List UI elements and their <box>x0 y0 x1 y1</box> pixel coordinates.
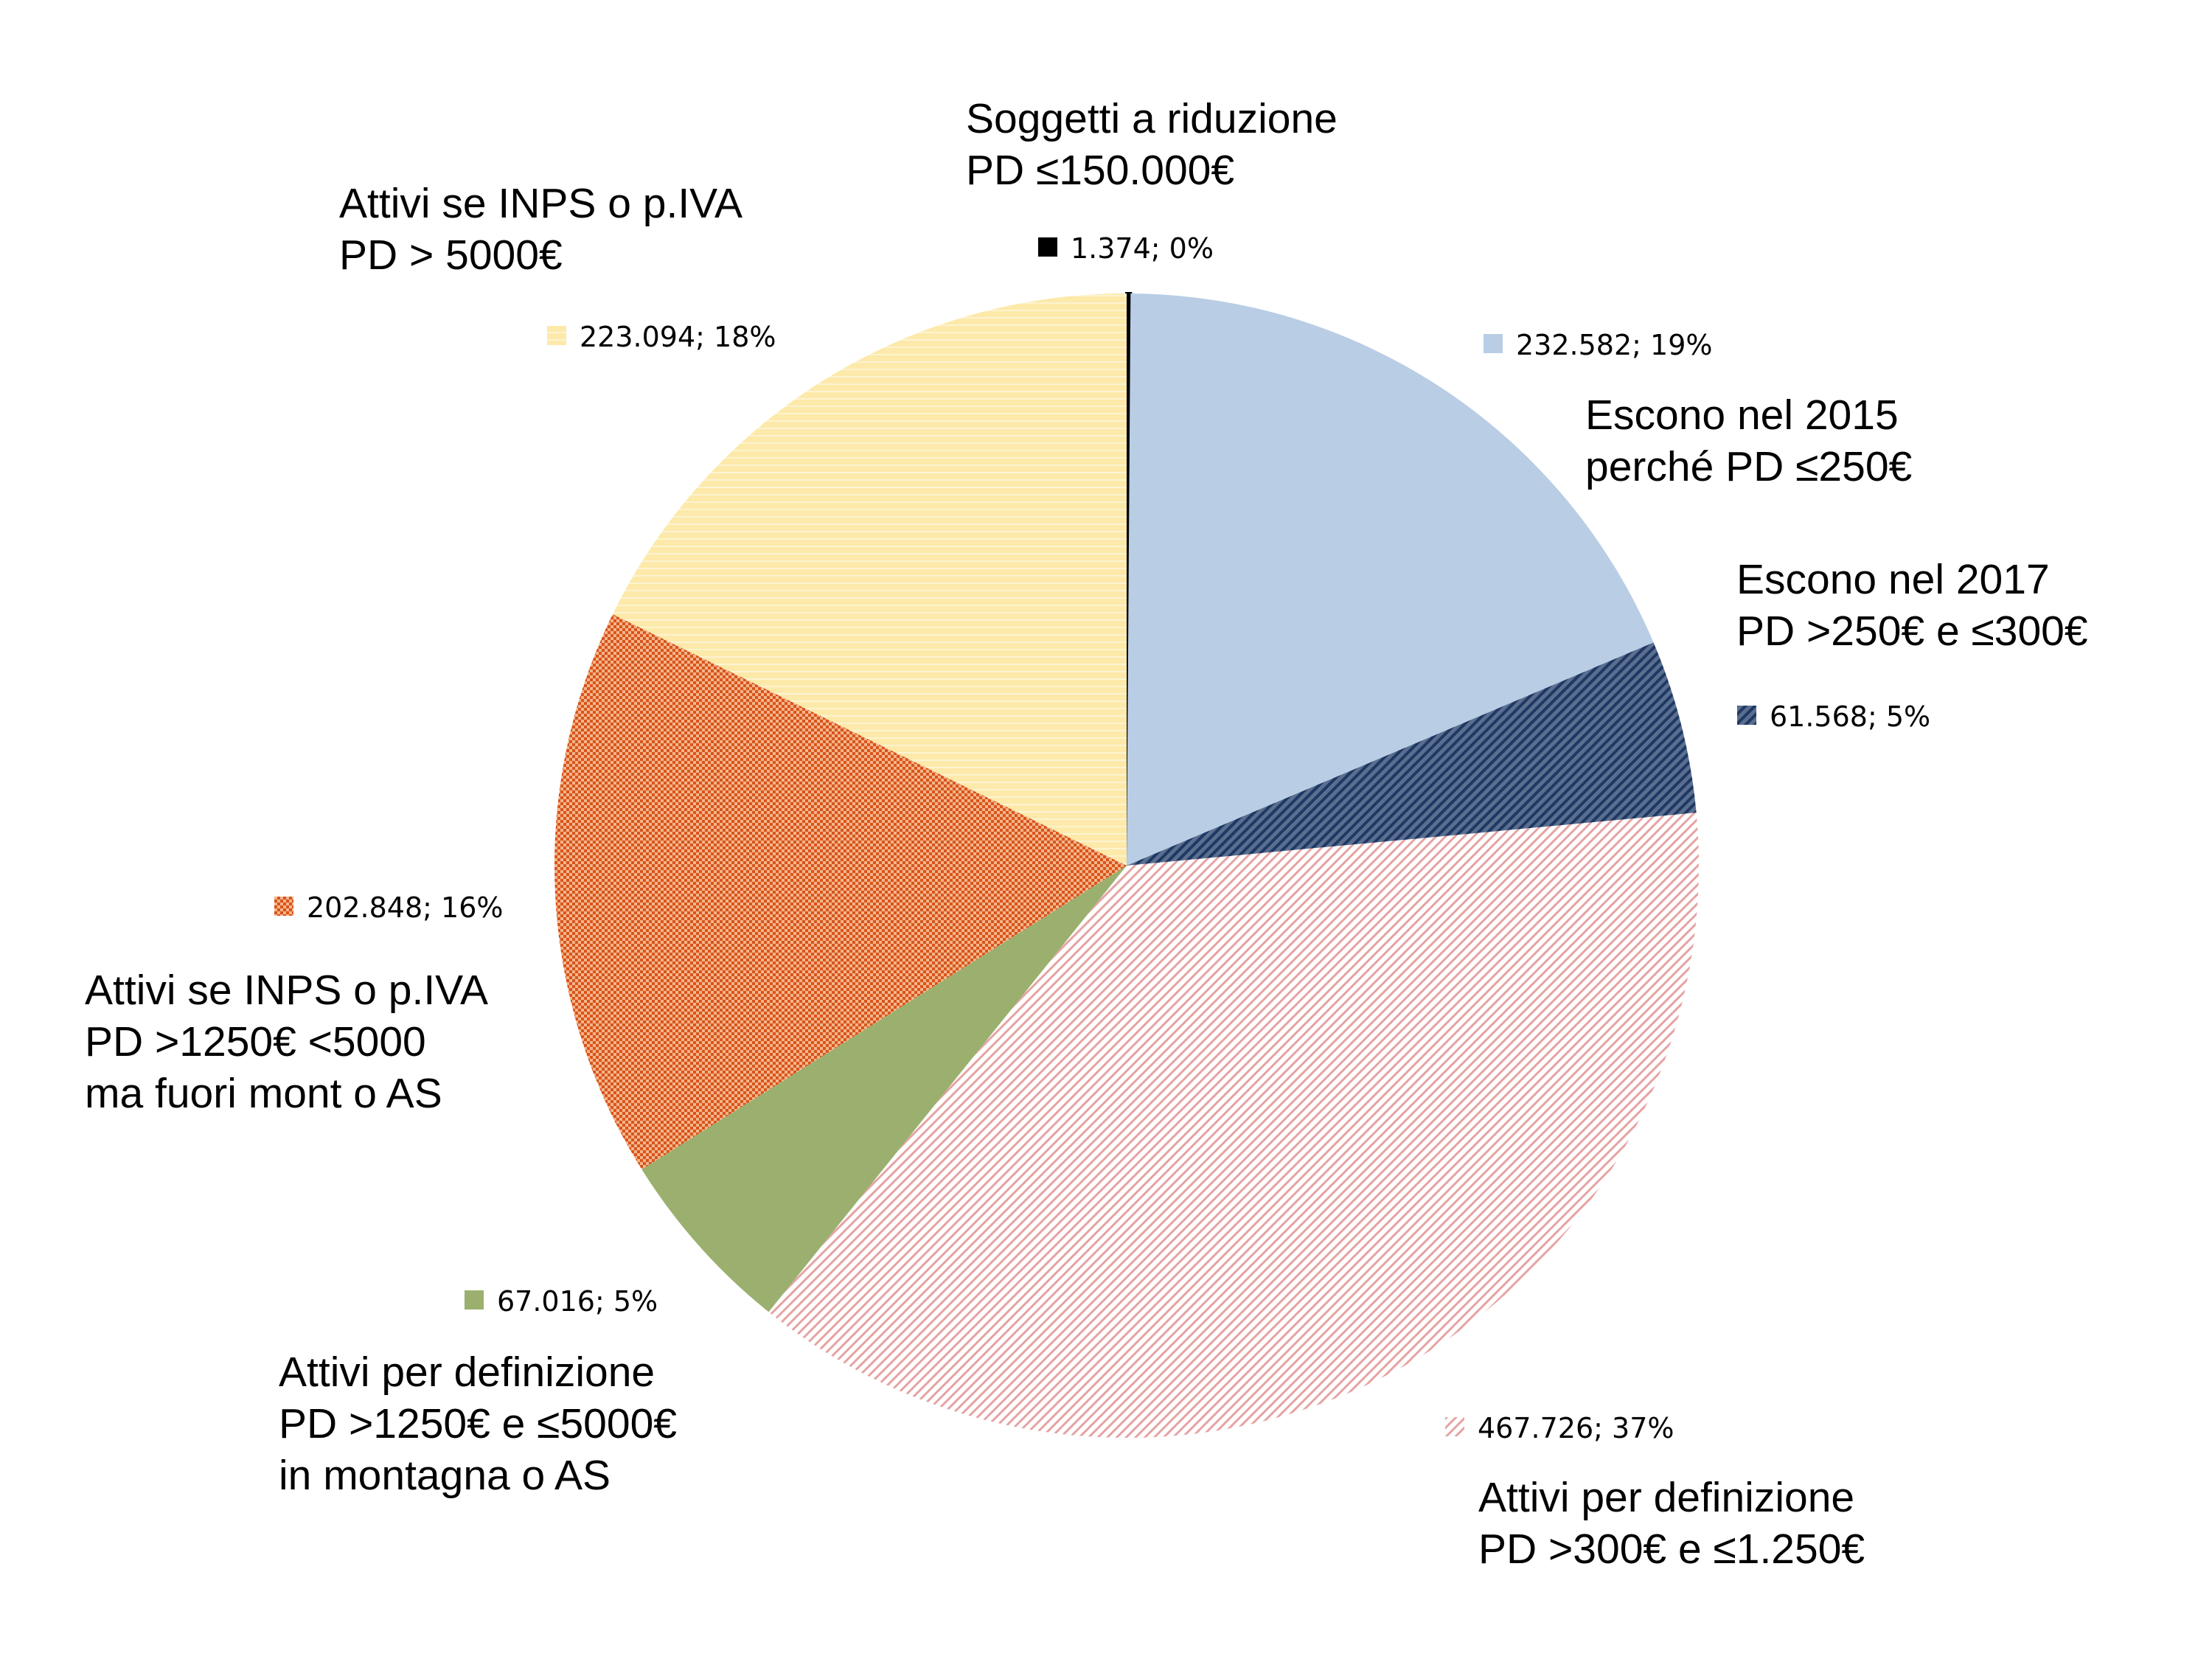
legend-key-escono-2015 <box>1484 334 1503 353</box>
slice-category-label-attivi-300-1250: Attivi per definizione PD >300€ e ≤1.250€ <box>1478 1474 1865 1573</box>
data-label-soggetti-a-riduzione: 1.374; 0% <box>1071 232 1214 265</box>
slice-category-label-attivi-oltre-5000: Attivi se INPS o p.IVA PD > 5000€ <box>339 180 742 279</box>
data-label-attivi-fuori-mont: 202.848; 16% <box>307 891 503 924</box>
slice-category-label-attivi-montagna: Attivi per definizione PD >1250€ e ≤5000€… <box>279 1349 677 1499</box>
data-label-attivi-montagna: 67.016; 5% <box>497 1285 658 1318</box>
pie-slice-attivi-montagna <box>641 866 1127 1312</box>
slice-category-label-soggetti-a-riduzione: Soggetti a riduzione PD ≤150.000€ <box>966 95 1338 194</box>
pie-slice-attivi-fuori-mont <box>554 614 1127 1169</box>
pie-slice-attivi-300-1250 <box>768 813 1699 1438</box>
data-label-attivi-oltre-5000: 223.094; 18% <box>580 321 776 353</box>
slice-category-label-escono-2017: Escono nel 2017 PD >250€ e ≤300€ <box>1736 556 2088 655</box>
data-label-escono-2015: 232.582; 19% <box>1516 329 1712 361</box>
legend-key-attivi-montagna <box>465 1290 484 1310</box>
slice-category-label-escono-2015: Escono nel 2015 perché PD ≤250€ <box>1585 392 1912 490</box>
slice-category-label-attivi-fuori-mont: Attivi se INPS o p.IVA PD >1250€ <5000 ma … <box>85 967 488 1117</box>
data-label-escono-2017: 61.568; 5% <box>1770 700 1930 733</box>
legend-key-attivi-oltre-5000 <box>547 326 566 345</box>
legend-key-soggetti-a-riduzione <box>1038 237 1057 257</box>
pie-slice-attivi-oltre-5000 <box>612 293 1127 866</box>
pie-slices <box>554 291 1699 1438</box>
legend-key-escono-2017 <box>1737 706 1756 725</box>
pie-slice-soggetti-a-riduzione <box>1125 291 1133 866</box>
legend-key-attivi-fuori-mont <box>274 897 293 916</box>
legend-key-attivi-300-1250 <box>1445 1417 1464 1436</box>
pie-slice-escono-2017 <box>1127 642 1697 866</box>
pie-labels: Soggetti a riduzione PD ≤150.000€ 1.374; 0… <box>85 95 2088 1573</box>
pie-slice-escono-2015 <box>1127 293 1654 866</box>
data-label-attivi-300-1250: 467.726; 37% <box>1478 1412 1674 1444</box>
